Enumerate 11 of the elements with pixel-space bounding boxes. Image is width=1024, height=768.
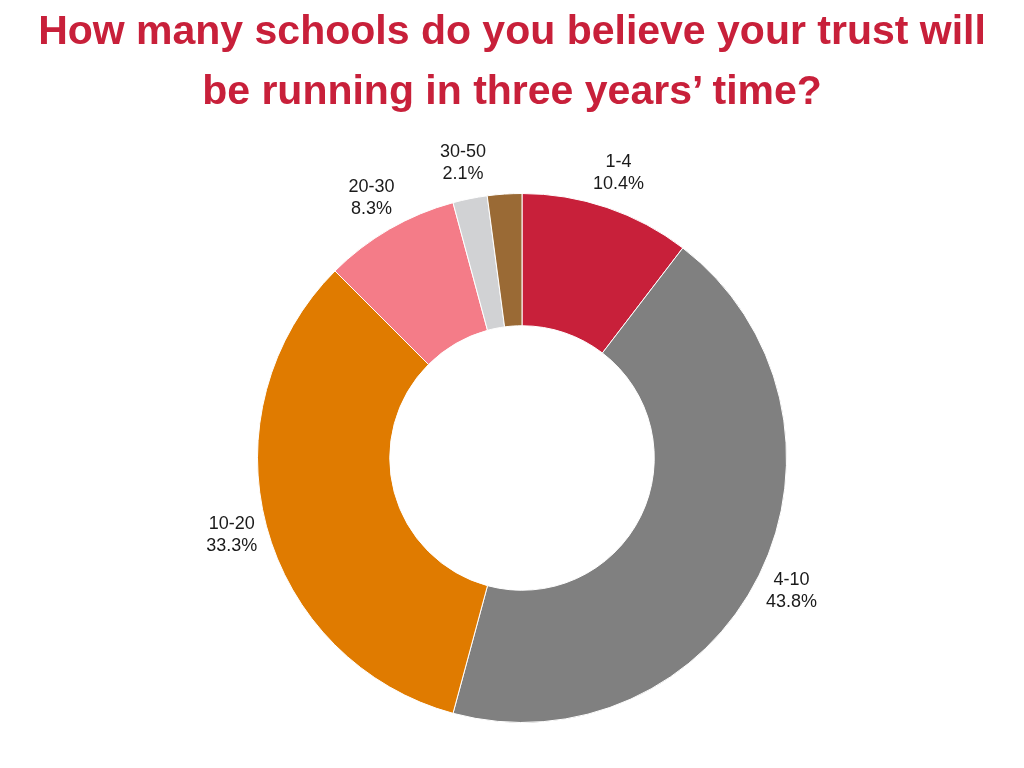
slice-label: 1-4 — [605, 151, 632, 172]
slice-label: 20-30 — [348, 175, 395, 196]
chart-title: How many schools do you believe your trust will be running in three years’ time? — [37, 6, 987, 115]
data-label: 8.3% — [350, 197, 392, 218]
slice-label: 10-20 — [208, 513, 255, 534]
data-label: 33.3% — [206, 535, 258, 556]
data-label: 2.1% — [442, 163, 484, 184]
slice-label: 4-10 — [773, 569, 810, 590]
slice-label: 30-50 — [439, 141, 486, 162]
data-label: 10.4% — [592, 173, 644, 194]
data-label: 43.8% — [765, 591, 817, 612]
